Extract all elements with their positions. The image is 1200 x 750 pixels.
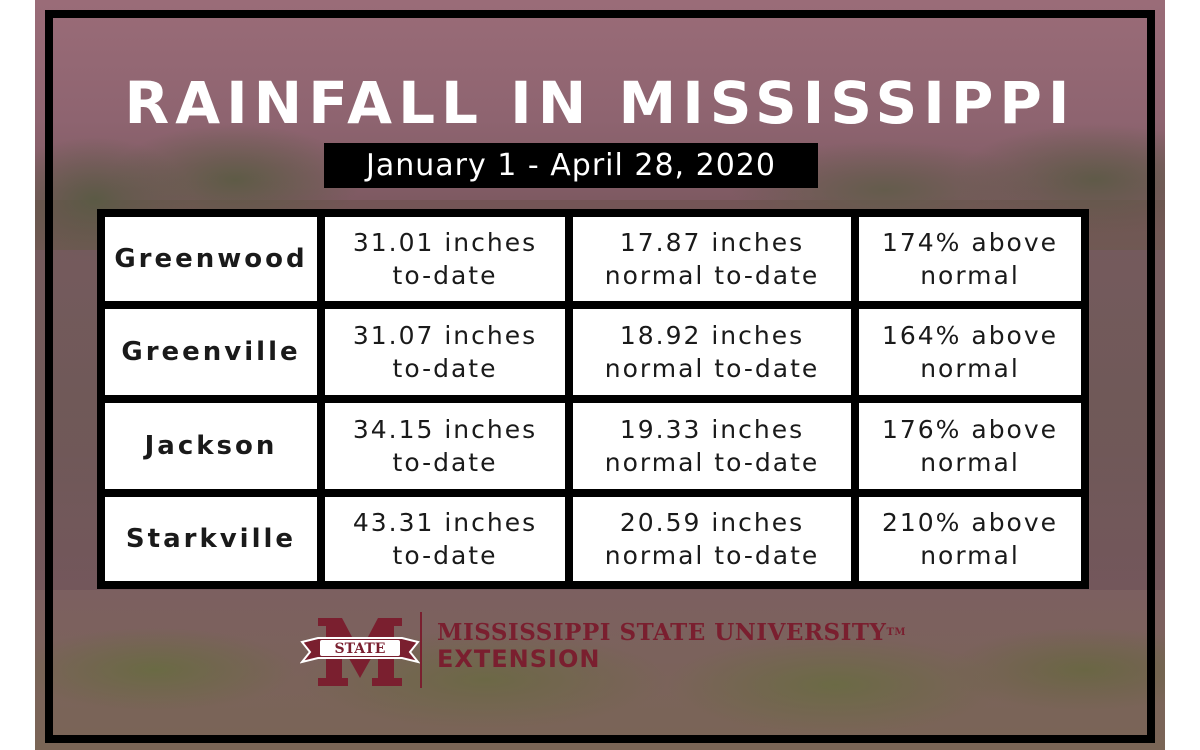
city-cell: Jackson [105,403,317,489]
inches-caption: to-date [392,354,498,383]
trademark-symbol: TM [886,627,906,638]
logo-divider [420,612,422,688]
inches-value: 31.01 inches [352,228,538,257]
msu-logo-mark: STATE [300,618,420,686]
university-name: MISSISSIPPI STATE UNIVERSITY [437,619,887,646]
extension-label: EXTENSION [437,645,601,673]
percent-caption: normal [920,448,1020,477]
percent-cell: 210% above normal [859,497,1081,581]
normal-cell: 17.87 inches normal to-date [573,217,851,301]
city-cell: Starkville [105,497,317,581]
normal-value: 19.33 inches [619,415,805,444]
normal-cell: 20.59 inches normal to-date [573,497,851,581]
grass-background [35,590,1165,750]
inches-caption: to-date [392,261,498,290]
percent-caption: normal [920,261,1020,290]
city-label: Starkville [125,523,297,554]
percent-value: 174% above [881,228,1059,257]
city-label: Greenville [121,336,301,367]
date-range-banner: January 1 - April 28, 2020 [324,143,818,188]
inches-cell: 31.01 inches to-date [325,217,565,301]
percent-value: 210% above [881,508,1059,537]
normal-caption: normal to-date [604,448,820,477]
msu-extension-wordmark: MISSISSIPPI STATE UNIVERSITYTM EXTENSION [437,619,906,673]
normal-value: 18.92 inches [619,321,805,350]
percent-caption: normal [920,541,1020,570]
inches-value: 34.15 inches [352,415,538,444]
normal-caption: normal to-date [604,541,820,570]
inches-cell: 34.15 inches to-date [325,403,565,489]
inches-value: 31.07 inches [352,321,538,350]
infographic: RAINFALL IN MISSISSIPPI January 1 - Apri… [35,0,1165,750]
normal-cell: 19.33 inches normal to-date [573,403,851,489]
normal-caption: normal to-date [604,354,820,383]
inches-caption: to-date [392,541,498,570]
percent-cell: 176% above normal [859,403,1081,489]
normal-value: 20.59 inches [619,508,805,537]
percent-value: 164% above [881,321,1059,350]
percent-cell: 164% above normal [859,309,1081,395]
city-label: Jackson [144,430,278,461]
city-cell: Greenwood [105,217,317,301]
normal-caption: normal to-date [604,261,820,290]
inches-cell: 43.31 inches to-date [325,497,565,581]
city-cell: Greenville [105,309,317,395]
black-frame [45,10,1155,743]
page-title: RAINFALL IN MISSISSIPPI [124,69,1076,137]
percent-value: 176% above [881,415,1059,444]
inches-value: 43.31 inches [352,508,538,537]
inches-cell: 31.07 inches to-date [325,309,565,395]
rainfall-table: Greenwood 31.01 inches to-date 17.87 inch… [97,209,1089,589]
normal-value: 17.87 inches [619,228,805,257]
inches-caption: to-date [392,448,498,477]
percent-caption: normal [920,354,1020,383]
normal-cell: 18.92 inches normal to-date [573,309,851,395]
city-label: Greenwood [114,243,308,274]
percent-cell: 174% above normal [859,217,1081,301]
state-banner-text: STATE [335,641,386,657]
